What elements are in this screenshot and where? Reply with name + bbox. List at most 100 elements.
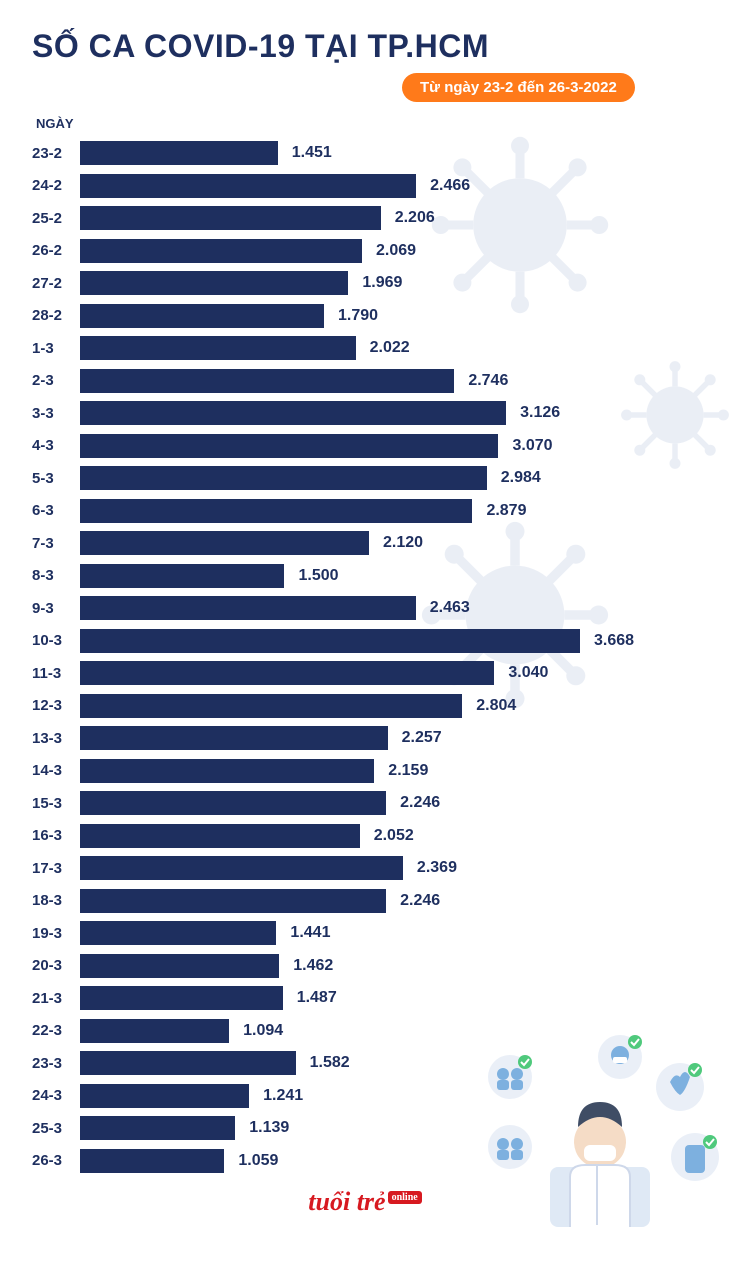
- bar-row: 25-3 1.139: [32, 1112, 698, 1145]
- bar-value-label: 2.466: [430, 177, 470, 195]
- bar: [80, 629, 580, 653]
- bar-date-label: 26-2: [32, 242, 80, 259]
- bar: [80, 174, 416, 198]
- bar-wrap: 2.022: [80, 336, 698, 360]
- bar-row: 12-32.804: [32, 690, 698, 723]
- bar-value-label: 2.746: [468, 372, 508, 390]
- bar-wrap: 1.790: [80, 304, 698, 328]
- bar: [80, 239, 362, 263]
- bar-row: 15-32.246: [32, 787, 698, 820]
- bar-wrap: 2.879: [80, 499, 698, 523]
- bar-value-label: 3.126: [520, 404, 560, 422]
- bar-value-label: 1.462: [293, 957, 333, 975]
- bar-wrap: 2.463: [80, 596, 698, 620]
- bar-date-label: 25-2: [32, 210, 80, 227]
- source-logo: tuổi trẻonline: [32, 1187, 698, 1217]
- bar: [80, 304, 324, 328]
- bar-value-label: 2.022: [370, 339, 410, 357]
- bar-date-label: 5-3: [32, 470, 80, 487]
- brand-tag: online: [388, 1191, 422, 1204]
- bar-row: 11-33.040: [32, 657, 698, 690]
- bar-row: 14-32.159: [32, 755, 698, 788]
- bar: [80, 1149, 224, 1173]
- bar-row: 26-22.069: [32, 235, 698, 268]
- bar: [80, 661, 494, 685]
- bar: [80, 369, 454, 393]
- bar-row: 21-31.487: [32, 982, 698, 1015]
- bar-date-label: 27-2: [32, 275, 80, 292]
- bar-date-label: 26-3: [32, 1152, 80, 1169]
- bar-date-label: 4-3: [32, 437, 80, 454]
- y-axis-label: Ngày: [36, 116, 698, 131]
- bar-row: 9-32.463: [32, 592, 698, 625]
- bar: [80, 336, 356, 360]
- infographic-container: SỐ CA COVID-19 TẠI TP.HCM Từ ngày 23-2 đ…: [0, 0, 730, 1237]
- bar-row: 3-3 3.126: [32, 397, 698, 430]
- bar-date-label: 10-3: [32, 632, 80, 649]
- bar-row: 1-3 2.022: [32, 332, 698, 365]
- bar-wrap: 2.246: [80, 889, 698, 913]
- bar-value-label: 2.246: [400, 892, 440, 910]
- bar-date-label: 25-3: [32, 1120, 80, 1137]
- bar: [80, 694, 462, 718]
- bar-date-label: 2-3: [32, 372, 80, 389]
- bar-value-label: 1.139: [249, 1119, 289, 1137]
- bar: [80, 759, 374, 783]
- bar-date-label: 24-3: [32, 1087, 80, 1104]
- bar-value-label: 2.206: [395, 209, 435, 227]
- bar: [80, 596, 416, 620]
- bar-wrap: 1.582: [80, 1051, 698, 1075]
- bar-wrap: 2.246: [80, 791, 698, 815]
- bar-date-label: 23-3: [32, 1055, 80, 1072]
- bar-value-label: 3.070: [512, 437, 552, 455]
- bar-date-label: 28-2: [32, 307, 80, 324]
- bar-wrap: 1.451: [80, 141, 698, 165]
- bar: [80, 499, 472, 523]
- bar-value-label: 2.120: [383, 534, 423, 552]
- bar: [80, 726, 388, 750]
- bar-row: 17-3 2.369: [32, 852, 698, 885]
- bar: [80, 791, 386, 815]
- bar-value-label: 1.451: [292, 144, 332, 162]
- bar-row: 2-3 2.746: [32, 365, 698, 398]
- bar-value-label: 2.369: [417, 859, 457, 877]
- bar-value-label: 2.984: [501, 469, 541, 487]
- bar-wrap: 2.746: [80, 369, 698, 393]
- bar-value-label: 2.879: [486, 502, 526, 520]
- bar-row: 27-21.969: [32, 267, 698, 300]
- bar: [80, 531, 369, 555]
- bar: [80, 824, 360, 848]
- bar-wrap: 2.984: [80, 466, 698, 490]
- bar-row: 5-3 2.984: [32, 462, 698, 495]
- bar-row: 24-3 1.241: [32, 1080, 698, 1113]
- bar-row: 10-33.668: [32, 625, 698, 658]
- bar-value-label: 1.500: [298, 567, 338, 585]
- bar-row: 4-3 3.070: [32, 430, 698, 463]
- bar: [80, 466, 487, 490]
- bar-date-label: 22-3: [32, 1022, 80, 1039]
- bar-value-label: 1.241: [263, 1087, 303, 1105]
- bar: [80, 1051, 296, 1075]
- bar-value-label: 2.052: [374, 827, 414, 845]
- bar-date-label: 1-3: [32, 340, 80, 357]
- bar: [80, 954, 279, 978]
- bar-date-label: 3-3: [32, 405, 80, 422]
- chart-subtitle: Từ ngày 23-2 đến 26-3-2022: [402, 73, 635, 102]
- bar-row: 25-2 2.206: [32, 202, 698, 235]
- bar-date-label: 17-3: [32, 860, 80, 877]
- bar-wrap: 2.804: [80, 694, 698, 718]
- bar-value-label: 2.159: [388, 762, 428, 780]
- bar-value-label: 1.441: [290, 924, 330, 942]
- bar-value-label: 2.246: [400, 794, 440, 812]
- bar-wrap: 2.369: [80, 856, 698, 880]
- bar-wrap: 1.059: [80, 1149, 698, 1173]
- bar-row: 26-31.059: [32, 1145, 698, 1178]
- bar-date-label: 9-3: [32, 600, 80, 617]
- bar: [80, 434, 498, 458]
- bar-wrap: 3.040: [80, 661, 698, 685]
- bar-wrap: 1.487: [80, 986, 698, 1010]
- bar-wrap: 2.257: [80, 726, 698, 750]
- bar-date-label: 7-3: [32, 535, 80, 552]
- bar-date-label: 18-3: [32, 892, 80, 909]
- bar-wrap: 2.069: [80, 239, 698, 263]
